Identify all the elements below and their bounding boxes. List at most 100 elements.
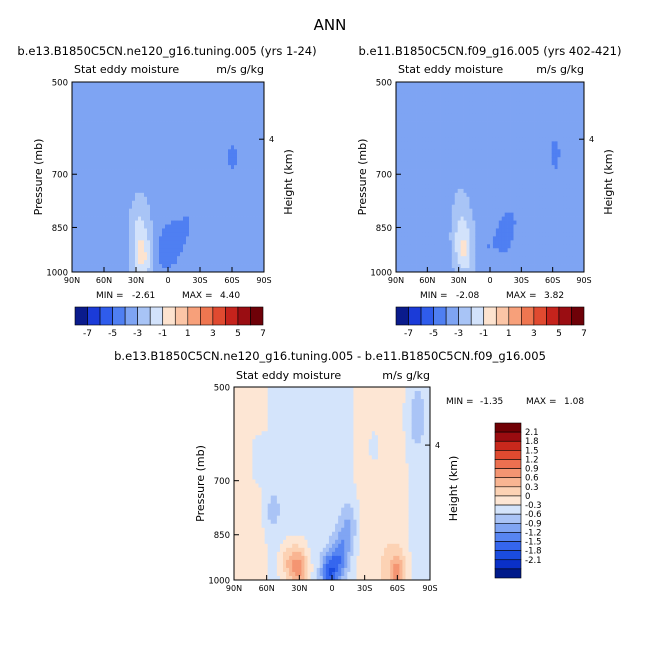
field-cell (135, 236, 139, 241)
field-cell (165, 208, 169, 213)
field-cell (440, 93, 444, 99)
field-cell (504, 125, 508, 130)
field-cell (443, 129, 447, 134)
field-cell (93, 260, 97, 265)
field-cell (162, 113, 166, 118)
field-cell (171, 177, 175, 182)
field-cell (398, 157, 403, 162)
field-cell (213, 169, 217, 174)
field-cell (114, 137, 118, 142)
field-cell (398, 240, 403, 245)
field-cell (237, 125, 241, 130)
field-cell (407, 184, 412, 190)
field-cell (78, 153, 82, 158)
field-cell (261, 236, 265, 241)
field-cell (126, 204, 130, 210)
field-cell (78, 117, 82, 122)
field-cell (225, 145, 229, 150)
field-cell (156, 216, 160, 221)
field-cell (475, 149, 479, 154)
field-cell (78, 204, 82, 210)
field-cell (481, 97, 485, 103)
field-cell (234, 133, 238, 138)
field-cell (431, 137, 435, 142)
field-cell (147, 184, 151, 190)
field-cell (96, 113, 100, 118)
field-cell (490, 133, 494, 138)
field-cell (246, 157, 250, 162)
field-cell (401, 192, 406, 198)
field-cell (93, 161, 97, 166)
field-cell (243, 240, 247, 245)
field-cell (111, 260, 115, 265)
field-cell (445, 252, 450, 257)
field-cell (228, 165, 232, 170)
field-cell (487, 248, 491, 253)
field-cell (183, 232, 187, 237)
field-cell (460, 161, 464, 166)
field-cell (237, 200, 241, 206)
field-cell (419, 113, 423, 118)
field-cell (434, 82, 438, 87)
field-cell (72, 153, 76, 158)
field-cell (81, 212, 85, 217)
field-cell (168, 208, 172, 213)
field-cell (445, 169, 450, 174)
field-cell (228, 252, 232, 257)
field-cell (90, 184, 94, 190)
field-cell (410, 129, 414, 134)
field-cell (501, 236, 506, 241)
field-cell (484, 268, 488, 273)
field-cell (478, 157, 482, 162)
field-cell (240, 93, 244, 99)
field-cell (126, 117, 130, 122)
field-cell (243, 113, 247, 118)
field-cell (234, 252, 238, 257)
field-cell (492, 93, 497, 99)
field-cell (228, 188, 232, 194)
field-cell (126, 85, 130, 91)
field-cell (231, 236, 235, 241)
field-cell (472, 149, 476, 154)
field-cell (81, 145, 85, 150)
field-cell (189, 177, 193, 182)
field-cell (192, 173, 196, 178)
field-cell (201, 236, 205, 241)
field-cell (240, 256, 244, 261)
field-cell (401, 264, 406, 269)
field-cell (93, 232, 97, 237)
field-cell (398, 105, 403, 111)
field-cell (171, 248, 175, 253)
field-cell (135, 153, 139, 158)
field-cell (504, 256, 508, 261)
field-cell (396, 256, 400, 261)
field-cell (398, 173, 403, 178)
field-cell (413, 125, 417, 130)
field-cell (153, 244, 157, 249)
field-cell (198, 125, 202, 130)
field-cell (117, 85, 121, 91)
field-cell (141, 137, 145, 142)
field-cell (495, 82, 500, 87)
field-cell (210, 260, 214, 265)
field-cell (401, 129, 406, 134)
field-cell (102, 252, 106, 257)
field-cell (237, 240, 241, 245)
field-cell (117, 113, 121, 118)
field-cell (123, 216, 127, 221)
field-cell (87, 121, 91, 126)
field-cell (228, 137, 232, 142)
field-cell (258, 173, 262, 178)
field-cell (481, 85, 485, 91)
field-cell (90, 208, 94, 213)
field-cell (72, 264, 76, 269)
field-cell (246, 184, 250, 190)
field-cell (249, 204, 253, 210)
field-cell (252, 252, 256, 257)
field-cell (431, 260, 435, 265)
field-cell (114, 121, 118, 126)
field-cell (258, 232, 262, 237)
field-cell (75, 105, 79, 111)
field-cell (207, 97, 211, 103)
field-cell (123, 82, 127, 87)
